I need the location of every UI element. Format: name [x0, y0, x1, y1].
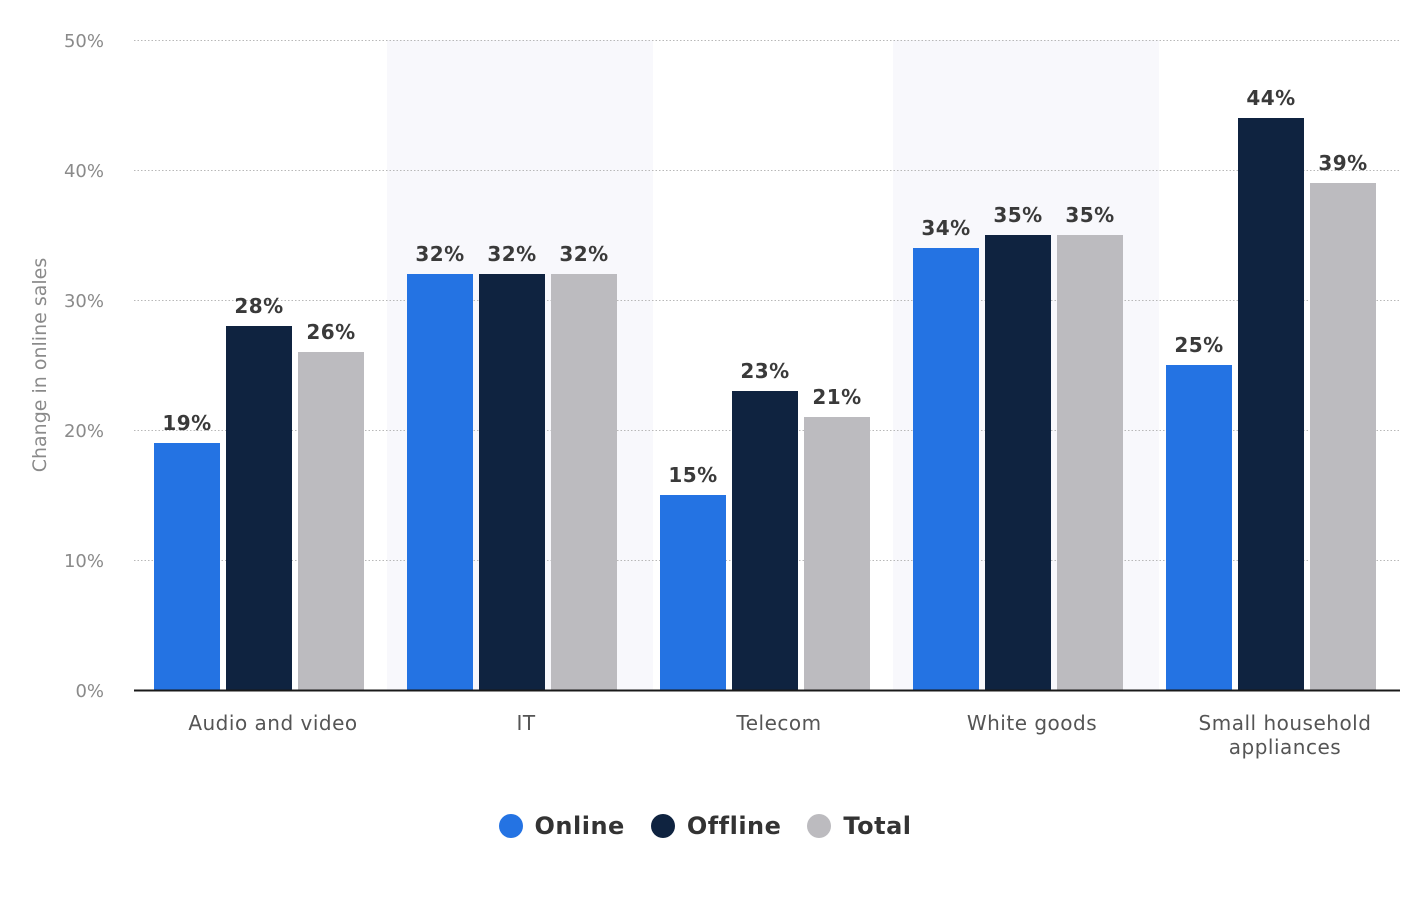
data-label: 32% [559, 242, 608, 266]
legend: Online Offline Total [0, 806, 1410, 846]
x-tick-label-line: IT [516, 711, 535, 735]
legend-label-online: Online [534, 812, 625, 840]
y-axis: Change in online sales 0% 10% 20% 30% 40% 50% [29, 31, 104, 702]
data-label: 34% [921, 216, 970, 240]
bar-offline[interactable] [985, 235, 1051, 690]
legend-label-offline: Offline [686, 812, 782, 840]
x-tick-label-line: Telecom [735, 711, 821, 735]
data-label: 21% [812, 385, 861, 409]
x-tick-label: IT [516, 711, 535, 735]
bar-online[interactable] [1166, 365, 1232, 690]
legend-item-total[interactable]: Total [807, 812, 911, 840]
x-tick-label-line: appliances [1229, 735, 1341, 759]
bar-total[interactable] [1310, 183, 1376, 690]
data-label: 25% [1174, 333, 1223, 357]
data-label: 32% [415, 242, 464, 266]
legend-item-online[interactable]: Online [498, 812, 625, 840]
bar-online[interactable] [660, 495, 726, 690]
x-tick-label: Small household appliances [1199, 711, 1372, 759]
y-tick-label: 20% [64, 421, 104, 442]
x-tick-label: Telecom [735, 711, 821, 735]
bar-online[interactable] [154, 443, 220, 690]
y-axis-title: Change in online sales [29, 258, 51, 473]
bars [154, 118, 1376, 690]
x-tick-label-line: Small household [1199, 711, 1372, 735]
x-tick-label-line: White goods [967, 711, 1097, 735]
legend-swatch-online [498, 814, 523, 838]
y-tick-label: 30% [64, 291, 104, 312]
legend-label-total: Total [843, 812, 912, 840]
bar-total[interactable] [551, 274, 617, 690]
data-labels: 19% 28% 26% 32% 32% 32% 15% 23% 21% 34% 35% 35% 25% 4… [162, 86, 1367, 487]
x-axis: Audio and video IT Telecom White goods Small… [188, 711, 1371, 759]
data-label: 32% [487, 242, 536, 266]
data-label: 15% [668, 463, 717, 487]
y-tick-label: 40% [64, 161, 104, 182]
x-tick-label: White goods [967, 711, 1097, 735]
data-label: 28% [234, 294, 283, 318]
data-label: 19% [162, 411, 211, 435]
bar-offline[interactable] [732, 391, 798, 690]
bar-total[interactable] [1057, 235, 1123, 690]
data-label: 39% [1318, 151, 1367, 175]
y-tick-label: 10% [64, 551, 104, 572]
bar-offline[interactable] [479, 274, 545, 690]
bar-online[interactable] [913, 248, 979, 690]
legend-swatch-offline [650, 814, 675, 838]
data-label: 23% [740, 359, 789, 383]
data-label: 35% [993, 203, 1042, 227]
bar-total[interactable] [298, 352, 364, 690]
bar-offline[interactable] [1238, 118, 1304, 690]
bar-offline[interactable] [226, 326, 292, 690]
x-tick-label: Audio and video [188, 711, 357, 735]
legend-item-offline[interactable]: Offline [650, 812, 782, 840]
bar-total[interactable] [804, 417, 870, 690]
x-tick-label-line: Audio and video [188, 711, 357, 735]
data-label: 26% [306, 320, 355, 344]
data-label: 44% [1246, 86, 1295, 110]
legend-swatch-total [807, 814, 832, 838]
data-label: 35% [1065, 203, 1114, 227]
bar-online[interactable] [407, 274, 473, 690]
y-tick-label: 0% [75, 681, 104, 702]
y-tick-label: 50% [64, 31, 104, 52]
